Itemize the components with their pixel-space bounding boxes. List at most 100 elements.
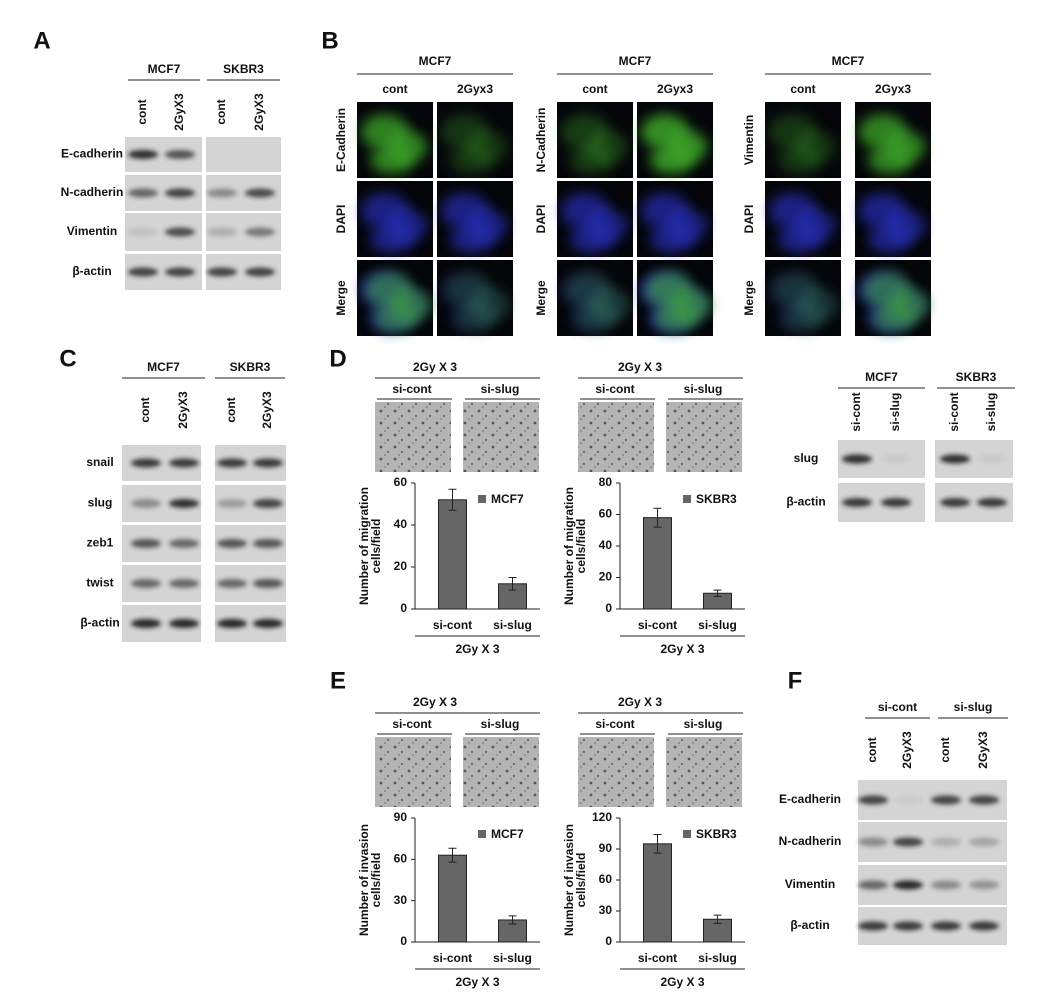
y-tick-label: 60 <box>394 852 408 866</box>
lane-label: 2GyX3 <box>252 93 266 131</box>
band <box>169 619 199 628</box>
band <box>253 499 283 508</box>
micrograph <box>357 102 433 178</box>
band <box>165 150 195 159</box>
band <box>165 188 195 198</box>
image-label: si-cont <box>595 382 634 396</box>
band <box>165 267 195 277</box>
legend-swatch <box>478 495 486 503</box>
band <box>217 619 247 628</box>
lane-label: 2Gyx3 <box>657 82 693 96</box>
cell <box>450 225 494 253</box>
row-label: Vimentin <box>67 224 117 238</box>
image-header: 2Gy X 3 <box>618 360 662 374</box>
y-axis-label: cells/field <box>369 853 383 908</box>
lane-label: si-cont <box>849 392 863 431</box>
band <box>245 227 275 237</box>
panel-letter: F <box>788 667 803 694</box>
micrograph <box>557 102 633 178</box>
row-label: E-cadherin <box>61 147 123 161</box>
band <box>169 458 199 468</box>
y-tick-label: 0 <box>605 601 612 615</box>
y-axis-label: Number of invasion <box>562 824 576 936</box>
phase-image <box>666 737 742 807</box>
y-tick-label: 90 <box>394 810 408 824</box>
band <box>858 837 888 847</box>
y-tick-label: 20 <box>394 559 408 573</box>
panel-letter: A <box>33 27 50 54</box>
row-label: β-actin <box>80 616 119 630</box>
lane-label: 2GyX3 <box>172 93 186 131</box>
phase-image <box>463 737 539 807</box>
lane-label: cont <box>582 82 607 96</box>
band <box>940 454 970 464</box>
x-axis-label: 2Gy X 3 <box>660 975 704 989</box>
cell <box>650 225 694 253</box>
band <box>253 579 283 588</box>
band <box>842 498 872 507</box>
x-tick-label: si-slug <box>493 618 532 632</box>
group-label: MCF7 <box>148 62 181 76</box>
group-label: si-cont <box>878 700 917 714</box>
band <box>977 454 1007 464</box>
band <box>131 539 161 548</box>
lane-label: 2Gyx3 <box>457 82 493 96</box>
micrograph <box>765 102 841 178</box>
y-axis-label: cells/field <box>574 853 588 908</box>
row-label: zeb1 <box>87 536 114 550</box>
micrograph <box>855 260 931 336</box>
cell <box>778 225 822 253</box>
cell <box>868 225 912 253</box>
band <box>893 795 923 805</box>
band <box>253 539 283 548</box>
legend-label: SKBR3 <box>696 492 737 506</box>
micrograph <box>437 181 513 257</box>
cell <box>574 304 618 332</box>
y-tick-label: 60 <box>394 475 408 489</box>
x-tick-label: si-cont <box>638 618 677 632</box>
band <box>893 837 923 847</box>
row-label: DAPI <box>334 205 348 234</box>
y-tick-label: 40 <box>394 517 408 531</box>
legend-swatch <box>683 830 691 838</box>
group-label: MCF7 <box>419 54 452 68</box>
row-label: DAPI <box>534 205 548 234</box>
band <box>217 499 247 508</box>
row-label: β-actin <box>786 495 825 509</box>
lane-label: cont <box>790 82 815 96</box>
cell <box>872 304 916 332</box>
row-label: Vimentin <box>785 877 835 891</box>
error-bar <box>713 914 722 924</box>
lane-label: cont <box>938 737 952 762</box>
y-axis-label: Number of migration <box>562 487 576 605</box>
group-label: si-slug <box>954 700 993 714</box>
lane-label: 2GyX3 <box>260 391 274 429</box>
panel-letter: D <box>329 345 346 372</box>
band <box>128 267 158 277</box>
band <box>969 921 999 931</box>
micrograph <box>637 260 713 336</box>
x-tick-label: si-slug <box>698 618 737 632</box>
cell <box>570 146 614 174</box>
y-tick-label: 20 <box>599 570 613 584</box>
band <box>207 267 237 277</box>
y-tick-label: 0 <box>605 934 612 948</box>
row-label: β-actin <box>790 918 829 932</box>
band <box>169 499 199 508</box>
row-label: Merge <box>334 280 348 316</box>
row-label: snail <box>86 455 113 469</box>
micrograph <box>637 181 713 257</box>
cell <box>868 146 912 174</box>
error-bar <box>653 834 662 854</box>
band <box>253 458 283 468</box>
lane-label: 2GyX3 <box>176 391 190 429</box>
band <box>893 921 923 931</box>
x-tick-label: si-slug <box>493 951 532 965</box>
band <box>931 795 961 805</box>
image-label: si-slug <box>481 382 520 396</box>
error-bar <box>508 577 517 591</box>
cell <box>374 304 418 332</box>
micrograph <box>437 102 513 178</box>
group-label: MCF7 <box>832 54 865 68</box>
